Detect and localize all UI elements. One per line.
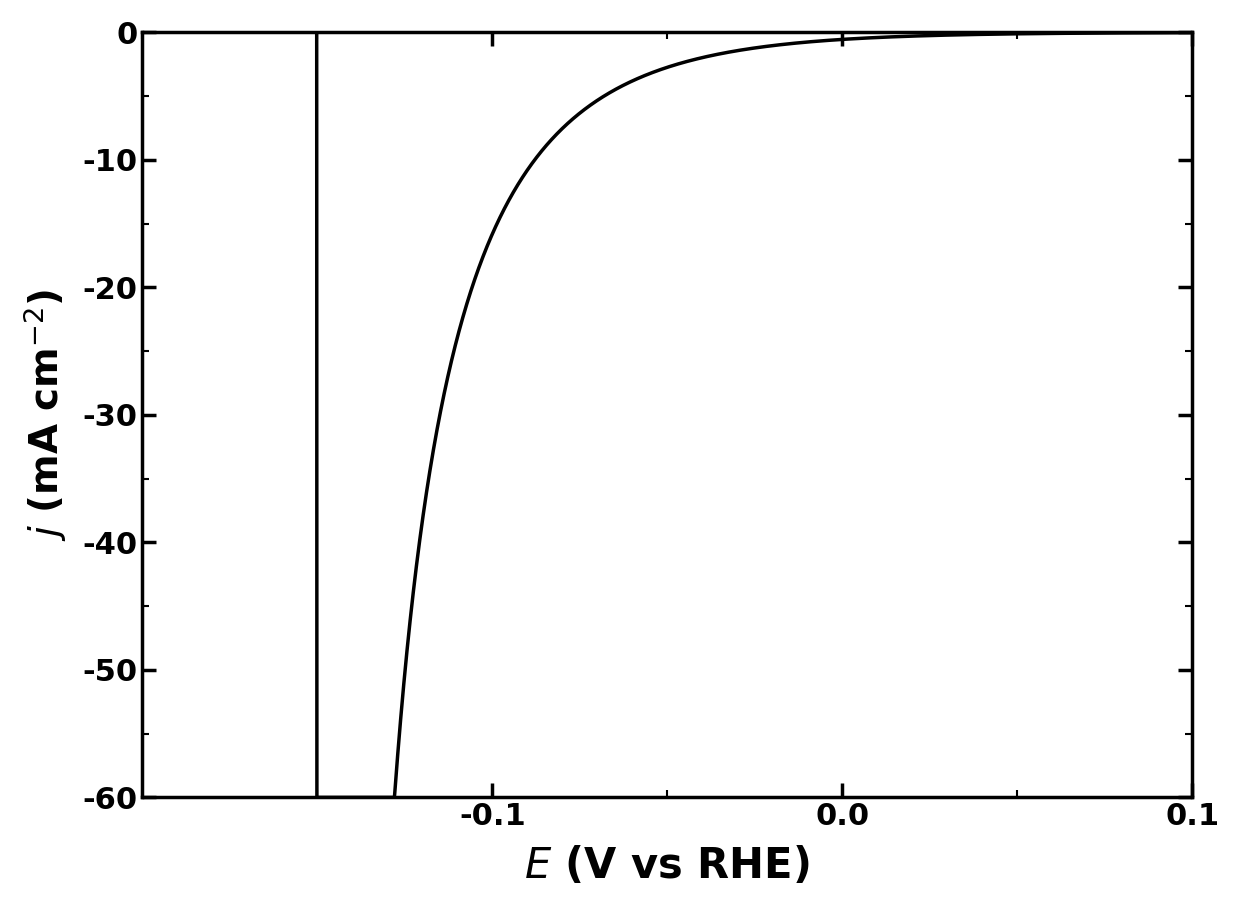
X-axis label: $E$ (V vs RHE): $E$ (V vs RHE) <box>525 845 810 887</box>
Y-axis label: $j$ (mA cm$^{-2}$): $j$ (mA cm$^{-2}$) <box>21 289 68 541</box>
